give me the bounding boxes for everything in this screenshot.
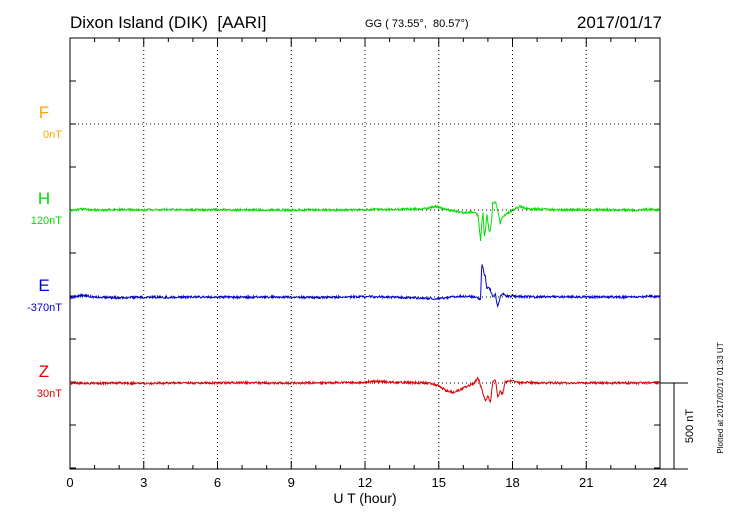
series-baseline-z: 30nT <box>37 388 62 400</box>
date-label: 2017/01/17 <box>577 13 662 32</box>
scale-bar-label: 500 nT <box>684 409 696 444</box>
series-baseline-e: -370nT <box>27 302 62 314</box>
x-tick-label: 6 <box>214 475 221 490</box>
series-line-h <box>69 201 661 241</box>
scale-bar <box>660 382 688 470</box>
series-line-e <box>69 264 661 309</box>
series-name-h: H <box>38 189 50 208</box>
axis-ticks <box>69 38 661 469</box>
x-tick-label: 12 <box>358 475 372 490</box>
series-name-f: F <box>39 103 49 122</box>
grid-lines <box>70 38 660 469</box>
plotted-at-note: Plotted at 2017/02/17 01:33 UT <box>716 342 725 453</box>
x-tick-label: 21 <box>579 475 593 490</box>
x-tick-label: 15 <box>432 475 446 490</box>
x-tick-label: 24 <box>653 475 667 490</box>
x-tick-label: 3 <box>140 475 147 490</box>
x-tick-label: 18 <box>505 475 519 490</box>
series-line-z <box>69 376 661 403</box>
x-tick-label: 9 <box>288 475 295 490</box>
station-title: Dixon Island (DIK) [AARI] <box>70 13 267 32</box>
x-axis-label: U T (hour) <box>333 490 396 506</box>
series-baseline-h: 120nT <box>31 215 62 227</box>
x-tick-label: 0 <box>66 475 73 490</box>
series-name-e: E <box>38 276 49 295</box>
x-tick-labels: 0 3 6 9 12 15 18 21 24 <box>66 475 667 490</box>
series-traces <box>69 201 661 403</box>
series-labels: F 0nT H 120nT E -370nT Z 30nT <box>27 103 62 400</box>
series-baseline-f: 0nT <box>43 129 62 141</box>
series-name-z: Z <box>39 362 49 381</box>
coordinates-label: GG ( 73.55°, 80.57°) <box>365 18 469 30</box>
